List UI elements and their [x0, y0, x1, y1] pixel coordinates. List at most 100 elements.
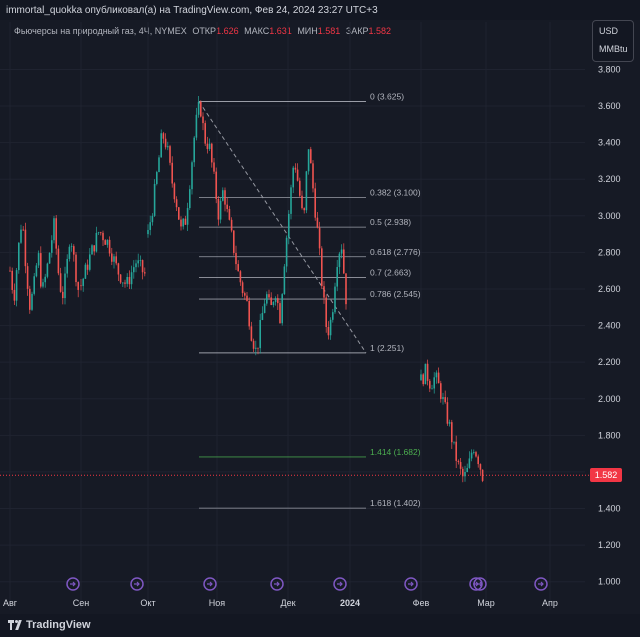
- candle-body: [301, 195, 303, 209]
- candle-body: [219, 200, 222, 220]
- candle-body: [147, 229, 149, 235]
- tradingview-logo[interactable]: TradingView: [8, 619, 91, 631]
- ohlc-open-label: ОТКР: [192, 26, 217, 36]
- fib-level-label: 1.618 (1.402): [370, 498, 421, 508]
- candle-body: [113, 256, 115, 262]
- candle-body: [80, 285, 82, 287]
- candle-body: [51, 240, 53, 253]
- symbol-legend[interactable]: Фьючерсы на природный газ, 4Ч, NYMEX ОТК…: [14, 26, 391, 36]
- candle-body: [153, 183, 156, 216]
- candle-body: [144, 272, 146, 274]
- candle-body: [149, 222, 151, 230]
- candle-body: [193, 137, 195, 163]
- candle-body: [475, 452, 477, 457]
- x-tick-label: Сен: [73, 598, 90, 608]
- candle-body: [111, 253, 113, 262]
- y-tick-label: 3.800: [598, 64, 621, 74]
- unit-selector[interactable]: USD MMBtu: [592, 20, 634, 62]
- measure-label: MMBtu: [599, 44, 628, 54]
- candle-body: [59, 273, 62, 292]
- candle-body: [102, 232, 104, 241]
- fib-level-label: 0.7 (2.663): [370, 267, 411, 277]
- ohlc-low-value: 1.581: [317, 26, 341, 36]
- candle-body: [290, 187, 292, 214]
- event-icon-arrow: [538, 581, 544, 587]
- candle-body: [46, 263, 49, 277]
- candle-body: [477, 456, 479, 465]
- candle-body: [259, 319, 261, 349]
- candle-body: [318, 227, 321, 249]
- candle-body: [86, 264, 89, 270]
- candle-body: [422, 374, 424, 385]
- candle-body: [340, 249, 343, 254]
- candle-body: [327, 326, 330, 336]
- candle-body: [215, 171, 217, 199]
- y-tick-label: 2.800: [598, 247, 621, 257]
- candle-body: [141, 260, 144, 273]
- y-tick-label: 1.000: [598, 577, 621, 587]
- x-tick-label: 2024: [340, 598, 360, 608]
- candle-body: [9, 270, 11, 272]
- fib-level-label: 1.414 (1.682): [370, 447, 421, 457]
- candle-body: [53, 218, 55, 241]
- candle-body: [272, 301, 275, 306]
- candle-body: [13, 289, 16, 301]
- y-tick-label: 2.000: [598, 394, 621, 404]
- candle-body: [26, 266, 29, 289]
- candle-body: [33, 276, 35, 294]
- candle-body: [182, 218, 184, 227]
- candle-body: [307, 149, 310, 172]
- event-icon-arrow: [477, 581, 483, 587]
- candle-body: [180, 219, 182, 227]
- candle-body: [126, 276, 128, 284]
- candle-body: [42, 282, 44, 287]
- x-tick-label: Авг: [3, 598, 18, 608]
- candle-body: [470, 452, 473, 459]
- candle-body: [206, 143, 209, 149]
- candle-body: [288, 213, 290, 238]
- ohlc-close-value: 1.582: [368, 26, 392, 36]
- ohlc-low-label: МИН: [297, 26, 318, 36]
- candle-body: [55, 218, 57, 249]
- candle-body: [239, 271, 242, 283]
- candle-body: [310, 149, 312, 164]
- candle-body: [455, 441, 457, 461]
- fib-level-label: 0.786 (2.545): [370, 289, 421, 299]
- candle-body: [277, 298, 279, 304]
- brand-name: TradingView: [26, 619, 91, 631]
- candle-body: [117, 263, 120, 275]
- candle-body: [191, 162, 193, 190]
- x-tick-label: Ноя: [209, 598, 226, 608]
- candle-body: [446, 402, 449, 424]
- candle-body: [250, 326, 253, 341]
- y-tick-label: 2.400: [598, 321, 621, 331]
- candle-body: [137, 260, 139, 264]
- y-tick-label: 2.200: [598, 357, 621, 367]
- fib-level-label: 0.5 (2.938): [370, 217, 411, 227]
- candle-body: [481, 469, 484, 481]
- candle-body: [173, 183, 176, 200]
- fib-level-label: 0.382 (3.100): [370, 188, 421, 198]
- candle-body: [93, 245, 95, 252]
- candle-body: [208, 143, 211, 149]
- candle-body: [130, 272, 133, 285]
- candle-body: [329, 319, 332, 336]
- candle-body: [255, 347, 257, 349]
- candle-body: [40, 253, 42, 287]
- candle-body: [202, 116, 204, 124]
- candle-body: [459, 462, 462, 469]
- candle-body: [197, 101, 200, 115]
- candle-body: [228, 209, 231, 220]
- candle-body: [235, 252, 237, 265]
- candle-body: [325, 297, 327, 327]
- candle-body: [246, 295, 248, 301]
- price-chart[interactable]: 3.800 3.600 3.400 3.200 3.000 2.800 2.600 2.400…: [0, 0, 640, 614]
- top-bar: immortal_quokka опубликовал(а) на Tradin…: [0, 0, 640, 20]
- candle-body: [270, 297, 272, 306]
- candle-body: [204, 123, 206, 144]
- candle-body: [158, 157, 160, 173]
- candle-body: [233, 230, 235, 253]
- candle-body: [20, 229, 22, 243]
- candle-body: [257, 347, 259, 349]
- candle-body: [122, 282, 124, 284]
